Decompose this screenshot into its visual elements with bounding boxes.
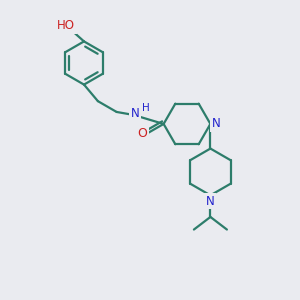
Text: O: O [138, 127, 148, 140]
Text: H: H [142, 103, 150, 113]
Text: N: N [206, 195, 215, 208]
Text: HO: HO [57, 19, 75, 32]
Text: N: N [212, 117, 220, 130]
Text: N: N [131, 107, 140, 120]
